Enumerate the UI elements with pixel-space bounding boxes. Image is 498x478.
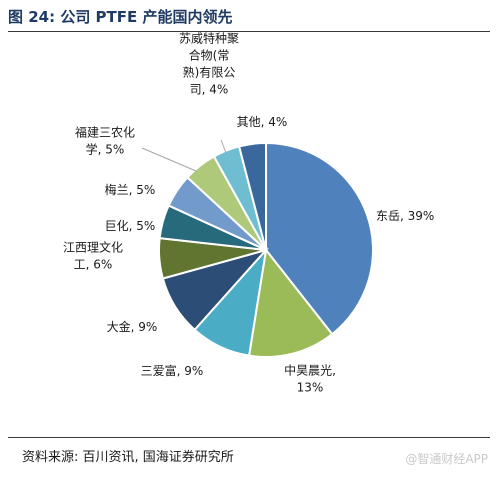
slice-label: 苏威特种聚合物(常熟)有限公司, 4%	[179, 31, 239, 97]
leader-line	[141, 147, 197, 172]
watermark: @智通财经APP	[405, 452, 488, 466]
slice-labels: 东岳, 39% 中昊晨光, 13% 三爱富, 9% 大金, 9% 江西理文化工, 6% 巨化…	[63, 31, 434, 395]
slice-label: 三爱富, 9%	[141, 363, 204, 378]
leader-lines	[141, 139, 227, 172]
pie-slice	[247, 247, 334, 358]
figure-title: 图 24: 公司 PTFE 产能国内领先	[8, 8, 233, 26]
pie-slice	[265, 141, 374, 336]
pie-slices	[158, 141, 374, 358]
slice-label: 江西理文化工, 6%	[63, 240, 123, 272]
leader-line	[220, 139, 227, 154]
slice-label: 东岳, 39%	[376, 209, 434, 223]
title-divider	[8, 31, 490, 32]
slice-label: 大金, 9%	[107, 319, 158, 334]
pie-slice	[237, 141, 267, 251]
slice-label: 巨化, 5%	[105, 219, 156, 233]
slice-label: 中昊晨光, 13%	[284, 363, 336, 395]
source-divider	[8, 437, 490, 438]
source-note: 资料来源: 百川资讯, 国海证券研究所	[22, 450, 234, 465]
slice-label: 梅兰, 5%	[105, 182, 156, 197]
slice-label: 其他, 4%	[237, 115, 288, 129]
slice-label: 福建三农化学, 5%	[75, 125, 135, 157]
